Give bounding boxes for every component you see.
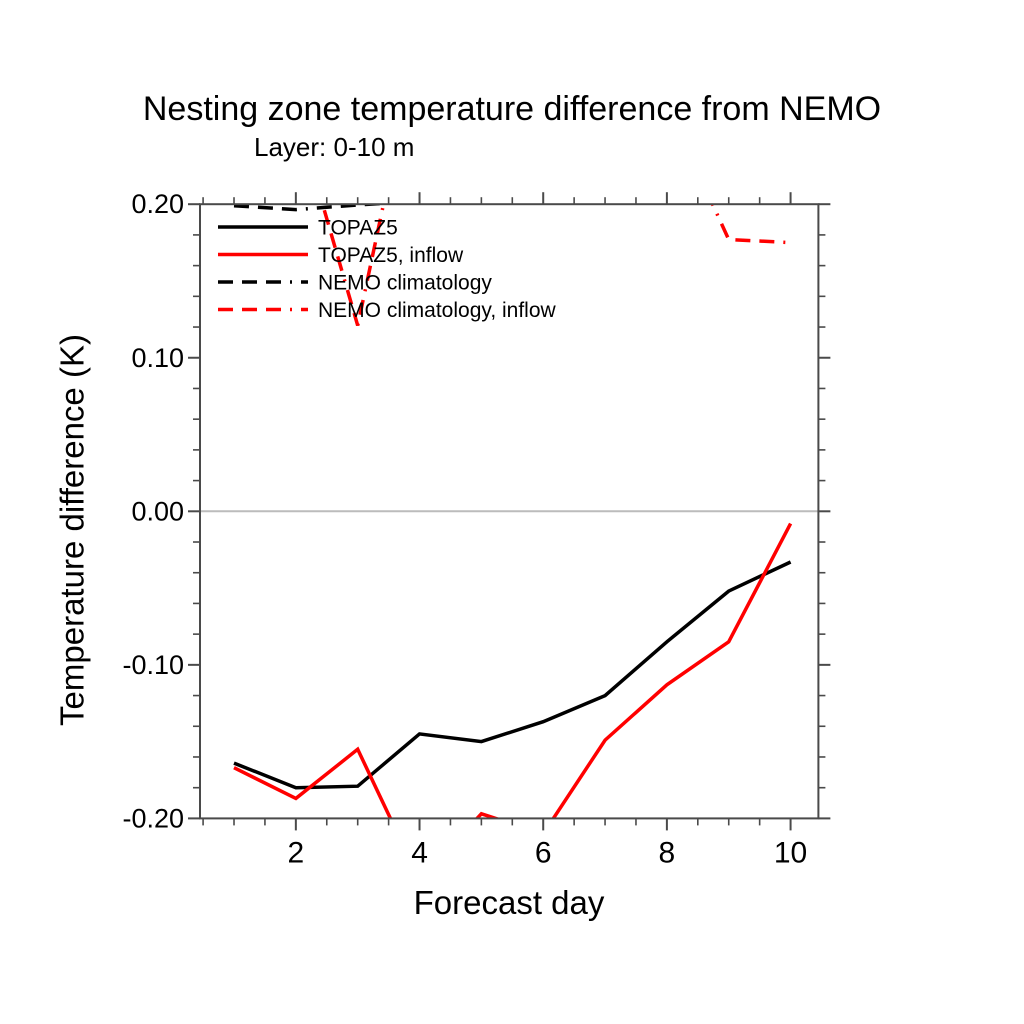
x-tick-label: 2 xyxy=(288,836,305,869)
legend-item-0: TOPAZ5 xyxy=(218,217,398,240)
series-line-1 xyxy=(233,522,793,819)
y-tick-label: 0.20 xyxy=(131,189,184,219)
y-tick-label: 0.00 xyxy=(131,496,184,526)
legend-label: TOPAZ5, inflow xyxy=(318,244,464,267)
legend-label: NEMO climatology, inflow xyxy=(318,299,557,322)
y-axis-title: Temperature difference (K) xyxy=(53,334,91,726)
ticks-group: 2 4 6 8 10 0.20 0.10 0.00 -0.10 -0.20 xyxy=(122,189,831,869)
series-group xyxy=(233,204,793,819)
legend-item-3: NEMO climatology, inflow xyxy=(218,299,557,322)
x-tick-label: 8 xyxy=(659,836,676,869)
series-line-2 xyxy=(233,204,399,212)
chart-subtitle: Layer: 0-10 m xyxy=(254,132,415,162)
x-axis-title: Forecast day xyxy=(413,884,605,921)
x-tick-label: 10 xyxy=(774,836,807,869)
series-line-3 xyxy=(320,204,791,326)
x-tick-label: 4 xyxy=(411,836,428,869)
y-tick-label: -0.10 xyxy=(122,650,184,680)
legend-label: NEMO climatology xyxy=(318,272,492,295)
legend-label: TOPAZ5 xyxy=(318,217,398,240)
y-tick-label: -0.20 xyxy=(122,803,184,833)
x-tick-label: 6 xyxy=(535,836,552,869)
legend-item-2: NEMO climatology xyxy=(218,272,492,295)
y-tick-label: 0.10 xyxy=(131,343,184,373)
legend: TOPAZ5 TOPAZ5, inflow NEMO climatology NEMO… xyxy=(218,217,557,322)
chart-title: Nesting zone temperature difference from… xyxy=(142,90,882,128)
series-line-0 xyxy=(233,560,792,790)
legend-item-1: TOPAZ5, inflow xyxy=(218,244,464,267)
